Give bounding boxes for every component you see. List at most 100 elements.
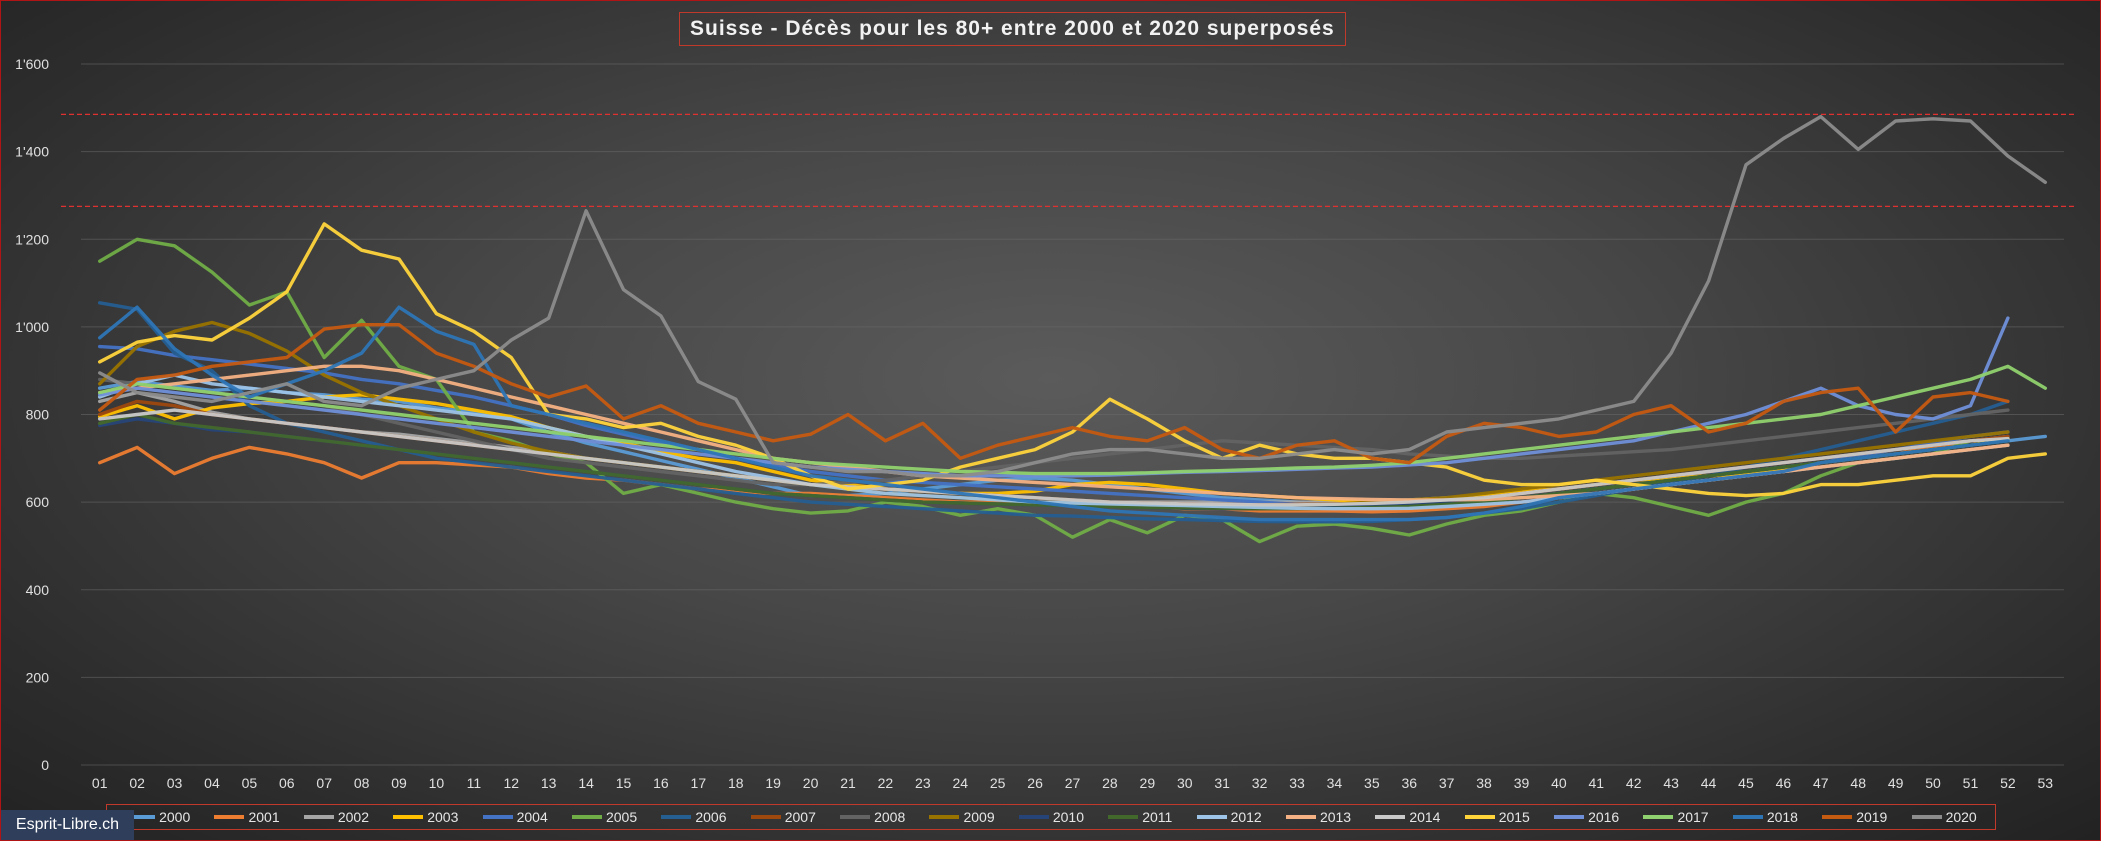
legend-item-2014: 2014 bbox=[1375, 809, 1440, 825]
x-tick-label: 12 bbox=[503, 775, 519, 791]
legend-swatch bbox=[125, 815, 156, 819]
series-line-2014 bbox=[98, 408, 2010, 507]
legend-swatch bbox=[750, 815, 781, 819]
legend-label: 2017 bbox=[1677, 809, 1709, 825]
legend-item-2006: 2006 bbox=[661, 809, 727, 825]
x-tick-label: 04 bbox=[204, 775, 220, 791]
legend-label: 2018 bbox=[1766, 809, 1798, 825]
legend-item-2018: 2018 bbox=[1732, 809, 1798, 825]
x-tick-label: 45 bbox=[1738, 775, 1754, 791]
x-tick-label: 06 bbox=[279, 775, 295, 791]
x-tick-label: 28 bbox=[1102, 775, 1118, 791]
x-tick-label: 08 bbox=[354, 775, 370, 791]
legend-item-2011: 2011 bbox=[1108, 809, 1172, 825]
series-line-2015 bbox=[98, 222, 2047, 498]
legend-label: 2006 bbox=[695, 809, 727, 825]
legend-swatch bbox=[1554, 815, 1585, 819]
legend-item-2010: 2010 bbox=[1018, 809, 1084, 825]
legend-label: 2008 bbox=[874, 809, 906, 825]
x-tick-label: 09 bbox=[391, 775, 407, 791]
x-tick-label: 46 bbox=[1776, 775, 1792, 791]
legend-item-2007: 2007 bbox=[750, 809, 816, 825]
legend-item-2000: 2000 bbox=[125, 809, 190, 825]
x-tick-label: 36 bbox=[1401, 775, 1417, 791]
x-tick-label: 03 bbox=[167, 775, 183, 791]
legend-swatch bbox=[840, 815, 871, 819]
x-tick-label: 32 bbox=[1252, 775, 1268, 791]
y-tick-label: 200 bbox=[26, 669, 50, 685]
legend-swatch bbox=[214, 815, 245, 819]
x-tick-label: 49 bbox=[1888, 775, 1904, 791]
legend-swatch bbox=[1732, 815, 1763, 819]
x-tick-label: 37 bbox=[1439, 775, 1455, 791]
legend-label: 2009 bbox=[963, 809, 995, 825]
legend-swatch bbox=[303, 815, 334, 819]
x-tick-label: 14 bbox=[578, 775, 594, 791]
legend-label: 2000 bbox=[159, 809, 191, 825]
x-tick-label: 53 bbox=[2038, 775, 2054, 791]
x-tick-label: 33 bbox=[1289, 775, 1305, 791]
legend-label: 2013 bbox=[1319, 809, 1352, 825]
x-tick-label: 40 bbox=[1551, 775, 1567, 791]
x-tick-label: 29 bbox=[1140, 775, 1156, 791]
y-tick-label: 1'600 bbox=[15, 56, 49, 72]
series-line-2018 bbox=[98, 305, 2010, 522]
legend-item-2003: 2003 bbox=[393, 809, 458, 825]
legend-swatch bbox=[1018, 815, 1049, 819]
watermark: Esprit-Libre.ch bbox=[1, 810, 134, 840]
legend-item-2009: 2009 bbox=[929, 809, 995, 825]
x-tick-label: 10 bbox=[429, 775, 445, 791]
x-tick-label: 07 bbox=[316, 775, 332, 791]
series-line-2017 bbox=[98, 364, 2047, 476]
legend-swatch bbox=[1375, 815, 1406, 819]
y-tick-label: 400 bbox=[26, 582, 50, 598]
y-tick-label: 600 bbox=[26, 494, 50, 510]
y-tick-label: 1'200 bbox=[15, 231, 49, 247]
legend-label: 2001 bbox=[248, 809, 280, 825]
series-line-2000 bbox=[98, 379, 2047, 509]
legend-label: 2003 bbox=[427, 809, 459, 825]
legend-swatch bbox=[393, 815, 424, 819]
x-tick-label: 01 bbox=[92, 775, 108, 791]
legend-item-2015: 2015 bbox=[1464, 809, 1530, 825]
x-tick-label: 17 bbox=[691, 775, 707, 791]
legend-item-2019: 2019 bbox=[1822, 809, 1887, 825]
x-tick-label: 50 bbox=[1925, 775, 1941, 791]
legend-label: 2019 bbox=[1856, 809, 1888, 825]
legend-swatch bbox=[1822, 815, 1853, 819]
x-tick-label: 31 bbox=[1214, 775, 1230, 791]
x-tick-label: 25 bbox=[990, 775, 1006, 791]
legend-swatch bbox=[661, 815, 692, 819]
x-tick-label: 43 bbox=[1663, 775, 1679, 791]
x-tick-label: 16 bbox=[653, 775, 669, 791]
x-tick-label: 20 bbox=[803, 775, 819, 791]
legend-item-2016: 2016 bbox=[1554, 809, 1619, 825]
legend-swatch bbox=[929, 815, 960, 819]
legend-item-2001: 2001 bbox=[214, 809, 280, 825]
legend-label: 2020 bbox=[1945, 809, 1977, 825]
legend-item-2005: 2005 bbox=[571, 809, 638, 825]
y-tick-label: 1'400 bbox=[15, 144, 49, 160]
legend-label: 2002 bbox=[337, 809, 370, 825]
legend-label: 2014 bbox=[1409, 809, 1441, 825]
legend-item-2013: 2013 bbox=[1285, 809, 1352, 825]
legend-label: 2005 bbox=[605, 809, 638, 825]
legend: 2000 2001 2002 2003 2004 2005 2006 2007 2008 2009… bbox=[106, 804, 1996, 830]
legend-label: 2011 bbox=[1142, 809, 1173, 825]
y-tick-label: 0 bbox=[41, 757, 49, 773]
legend-item-2017: 2017 bbox=[1643, 809, 1709, 825]
series-line-2019 bbox=[98, 323, 2010, 465]
x-tick-label: 30 bbox=[1177, 775, 1193, 791]
x-tick-label: 13 bbox=[541, 775, 557, 791]
x-tick-label: 23 bbox=[915, 775, 931, 791]
x-tick-label: 21 bbox=[840, 775, 856, 791]
legend-label: 2012 bbox=[1230, 809, 1262, 825]
series-line-2020 bbox=[98, 114, 2047, 478]
legend-item-2012: 2012 bbox=[1196, 809, 1262, 825]
y-tick-label: 800 bbox=[26, 407, 50, 423]
x-tick-label: 41 bbox=[1589, 775, 1605, 791]
x-tick-label: 11 bbox=[467, 775, 482, 791]
x-tick-label: 19 bbox=[765, 775, 781, 791]
